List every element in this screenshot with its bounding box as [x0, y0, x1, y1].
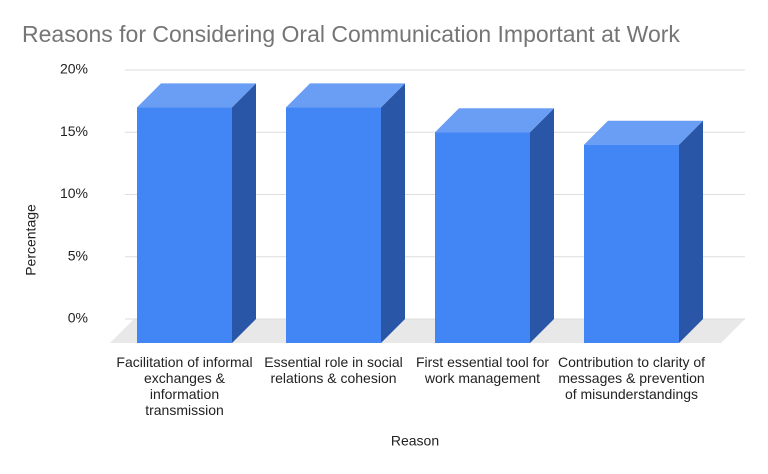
y-tick-label: 15% [60, 123, 88, 139]
x-tick-label: Essential role in social relations & coh… [264, 354, 403, 386]
x-tick-label: Facilitation of informal exchanges & inf… [116, 354, 253, 418]
x-tick-label: Contribution to clarity of messages & pr… [557, 354, 706, 402]
bar-side [530, 108, 554, 343]
bar-top [286, 83, 405, 108]
bar [286, 107, 381, 343]
x-axis-label: Reason [391, 433, 439, 449]
bar [137, 107, 232, 343]
bar-side [381, 83, 405, 343]
y-tick-label: 0% [68, 310, 88, 326]
y-axis-label: Percentage [23, 204, 39, 276]
bar-side [232, 83, 256, 343]
chart-title: Reasons for Considering Oral Communicati… [22, 21, 680, 47]
bar [435, 132, 530, 343]
bar-top [137, 83, 256, 108]
y-tick-label: 10% [60, 185, 88, 201]
bar-top [435, 108, 554, 133]
bar [584, 144, 679, 343]
y-tick-label: 20% [60, 61, 88, 77]
bar-side [679, 120, 703, 343]
x-tick-label: First essential tool for work management [415, 354, 550, 386]
bar-top [584, 120, 703, 145]
y-tick-label: 5% [68, 247, 88, 263]
